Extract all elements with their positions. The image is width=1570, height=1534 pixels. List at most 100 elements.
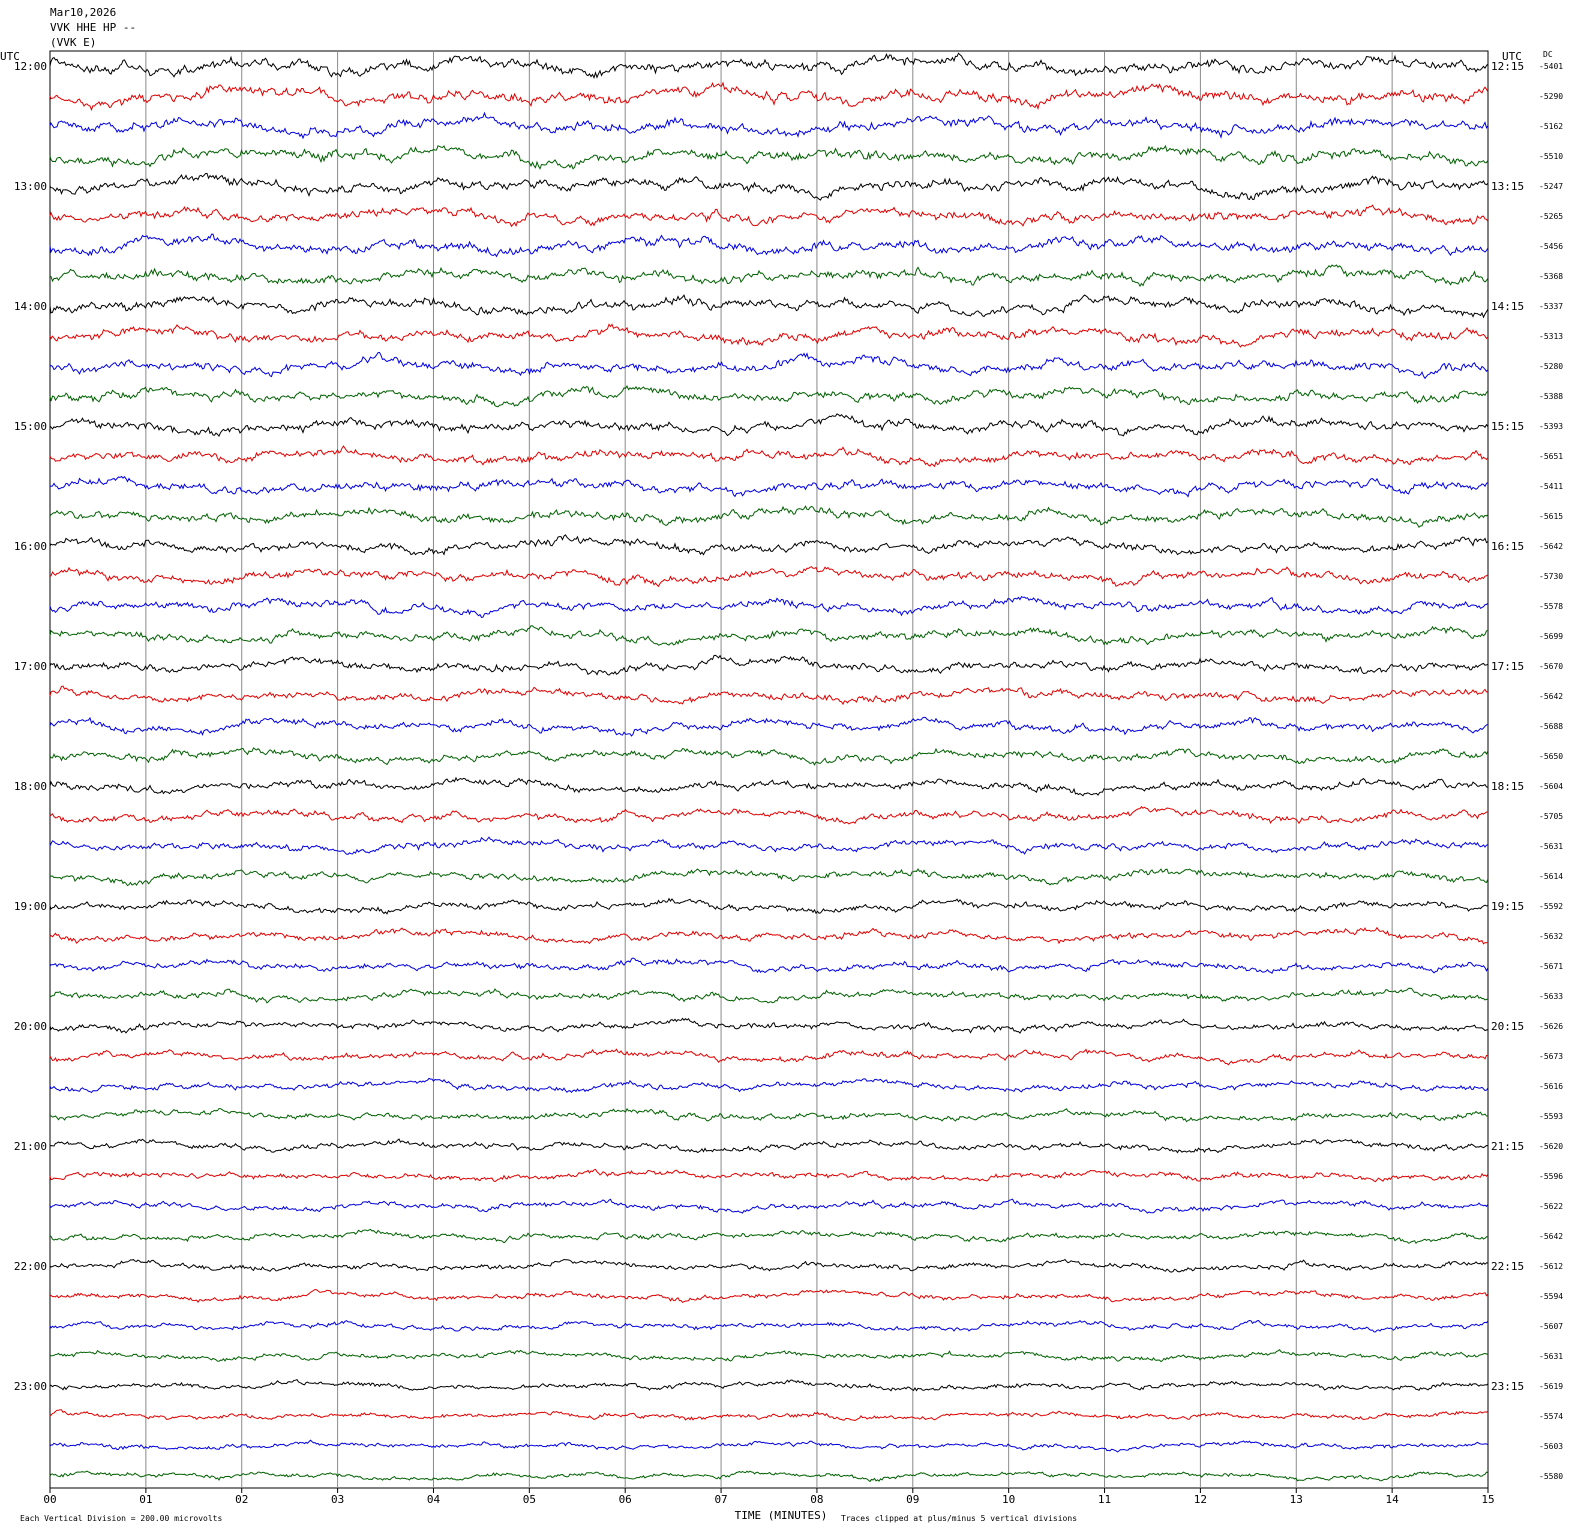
- dc-offset-label: -5594: [1539, 1292, 1563, 1301]
- trace-row: [49, 897, 1489, 915]
- trace-row: [49, 1077, 1489, 1094]
- x-tick-label: 03: [331, 1493, 344, 1506]
- hour-label-right: 13:15: [1491, 180, 1524, 193]
- x-tick-label: 04: [427, 1493, 441, 1506]
- trace-row: [49, 534, 1489, 556]
- trace-row: [49, 625, 1489, 646]
- trace-row: [49, 351, 1489, 380]
- trace-row: [49, 1319, 1489, 1333]
- hour-label-right: 16:15: [1491, 540, 1524, 553]
- trace-row: [49, 1288, 1489, 1304]
- dc-offset-label: -5368: [1539, 272, 1563, 281]
- dc-offset-label: -5671: [1539, 962, 1563, 971]
- trace-row: [49, 52, 1489, 79]
- right-axis-title: UTC: [1502, 50, 1522, 63]
- header-station: (VVK E): [50, 36, 96, 49]
- dc-offset-label: -5596: [1539, 1172, 1563, 1181]
- trace-row: [49, 1168, 1489, 1183]
- scale-note: Each Vertical Division = 200.00 microvol…: [20, 1514, 222, 1523]
- x-tick-label: 07: [714, 1493, 727, 1506]
- trace-row: [49, 747, 1489, 766]
- dc-offset-label: -5642: [1539, 1232, 1563, 1241]
- trace-row: [49, 926, 1489, 945]
- trace-row: [49, 716, 1489, 737]
- plot-frame: [49, 50, 1489, 1489]
- header-block: Mar10,2026 VVK HHE HP -- (VVK E): [50, 6, 136, 49]
- trace-layer: [49, 52, 1489, 1483]
- hour-label-right: 12:15: [1491, 60, 1524, 73]
- hour-label-right: 22:15: [1491, 1260, 1524, 1273]
- trace-row: [49, 868, 1489, 887]
- dc-offset-label: -5247: [1539, 182, 1563, 191]
- trace-row: [49, 445, 1489, 468]
- trace-row: [49, 233, 1489, 258]
- hour-label-right: 19:15: [1491, 900, 1524, 913]
- dc-offset-label: -5633: [1539, 992, 1563, 1001]
- dc-offset-label: -5631: [1539, 1352, 1563, 1361]
- hour-label-right: 14:15: [1491, 300, 1524, 313]
- dc-offset-label: -5607: [1539, 1322, 1563, 1331]
- trace-row: [49, 1138, 1489, 1154]
- dc-offset-label: -5615: [1539, 512, 1563, 521]
- trace-row: [49, 1228, 1489, 1244]
- hour-label-right: 21:15: [1491, 1140, 1524, 1153]
- hour-label-left: 12:00: [14, 60, 47, 73]
- dc-offset-label: -5162: [1539, 122, 1563, 131]
- hour-label-right: 15:15: [1491, 420, 1524, 433]
- trace-row: [49, 505, 1489, 528]
- x-axis-title: TIME (MINUTES): [735, 1509, 828, 1522]
- dc-offset-label: -5642: [1539, 542, 1563, 551]
- trace-row: [49, 566, 1489, 588]
- hour-label-left: 17:00: [14, 660, 47, 673]
- dc-offset-label: -5604: [1539, 782, 1563, 791]
- dc-offset-label: -5411: [1539, 482, 1563, 491]
- hour-label-left: 21:00: [14, 1140, 47, 1153]
- trace-row: [49, 1378, 1489, 1392]
- dc-offset-label: -5619: [1539, 1382, 1563, 1391]
- dc-offset-label: -5456: [1539, 242, 1563, 251]
- hour-label-left: 18:00: [14, 780, 47, 793]
- hour-label-left: 20:00: [14, 1020, 47, 1033]
- trace-row: [49, 654, 1489, 676]
- x-tick-label: 11: [1098, 1493, 1111, 1506]
- trace-row: [49, 323, 1489, 348]
- x-tick-label: 00: [43, 1493, 56, 1506]
- minute-grid: [49, 51, 1489, 1493]
- trace-row: [49, 1348, 1489, 1363]
- dc-offset-label: -5313: [1539, 332, 1563, 341]
- hour-label-right: 18:15: [1491, 780, 1524, 793]
- dc-offset-label: -5612: [1539, 1262, 1563, 1271]
- trace-row: [49, 987, 1489, 1004]
- trace-row: [49, 596, 1489, 618]
- dc-offset-label: -5642: [1539, 692, 1563, 701]
- dc-offset-label: -5265: [1539, 212, 1563, 221]
- dc-offset-label: -5393: [1539, 422, 1563, 431]
- trace-row: [49, 144, 1489, 170]
- dc-offset-label: -5673: [1539, 1052, 1563, 1061]
- x-tick-label: 02: [235, 1493, 248, 1506]
- dc-offset-label: -5620: [1539, 1142, 1563, 1151]
- hour-label-left: 16:00: [14, 540, 47, 553]
- dc-offset-label: -5650: [1539, 752, 1563, 761]
- trace-row: [49, 111, 1489, 140]
- hour-label-right: 23:15: [1491, 1380, 1524, 1393]
- trace-row: [49, 1017, 1489, 1034]
- trace-row: [49, 1258, 1489, 1273]
- dc-offset-label: -5574: [1539, 1412, 1563, 1421]
- x-tick-label: 05: [523, 1493, 536, 1506]
- dc-offset-label: -5705: [1539, 812, 1563, 821]
- dc-offset-label: -5280: [1539, 362, 1563, 371]
- dc-offset-label: -5593: [1539, 1112, 1563, 1121]
- trace-row: [49, 81, 1489, 112]
- dc-offset-label: -5688: [1539, 722, 1563, 731]
- dc-offset-label: -5616: [1539, 1082, 1563, 1091]
- trace-row: [49, 413, 1489, 438]
- hour-label-left: 22:00: [14, 1260, 47, 1273]
- trace-row: [49, 1470, 1489, 1483]
- trace-row: [49, 836, 1489, 855]
- hour-label-left: 14:00: [14, 300, 47, 313]
- dc-offset-label: -5670: [1539, 662, 1563, 671]
- hour-label-right: 20:15: [1491, 1020, 1524, 1033]
- x-tick-label: 09: [906, 1493, 919, 1506]
